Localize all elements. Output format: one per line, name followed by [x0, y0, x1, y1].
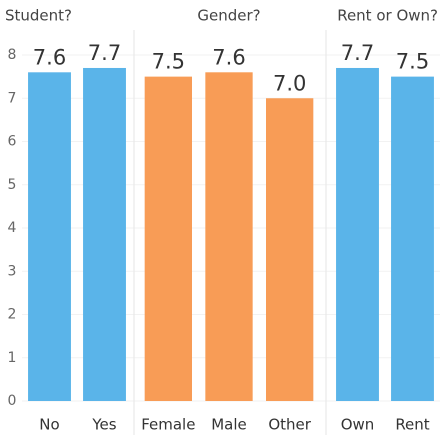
bar [391, 76, 434, 401]
value-label: 7.5 [396, 50, 429, 74]
value-label: 7.7 [341, 41, 374, 65]
bar [144, 76, 192, 401]
y-tick-label: 0 [8, 393, 17, 409]
value-label: 7.5 [152, 50, 185, 74]
y-tick-label: 3 [8, 263, 17, 279]
panel-title: Gender? [197, 7, 260, 25]
bar [28, 72, 71, 402]
value-label: 7.6 [33, 45, 66, 69]
x-tick-label: Female [141, 416, 195, 434]
panel-title: Rent or Own? [337, 7, 438, 25]
bar [205, 72, 253, 402]
y-tick-label: 1 [8, 350, 17, 366]
bar [266, 98, 314, 401]
value-label: 7.7 [88, 41, 121, 65]
bar [336, 67, 379, 401]
bar [83, 67, 126, 401]
y-tick-label: 8 [8, 47, 17, 63]
value-label: 7.0 [273, 71, 306, 95]
x-tick-label: Male [211, 416, 247, 434]
panel-title: Student? [5, 7, 72, 25]
x-tick-label: Other [268, 416, 311, 434]
value-label: 7.6 [212, 45, 245, 69]
y-tick-label: 2 [8, 307, 17, 323]
y-tick-label: 6 [8, 134, 17, 150]
y-tick-label: 5 [8, 177, 17, 193]
x-tick-label: Yes [91, 416, 116, 434]
x-tick-label: Own [341, 416, 375, 434]
x-tick-label: No [39, 416, 59, 434]
y-tick-label: 7 [8, 90, 17, 106]
y-tick-label: 4 [8, 220, 17, 236]
x-tick-label: Rent [395, 416, 429, 434]
